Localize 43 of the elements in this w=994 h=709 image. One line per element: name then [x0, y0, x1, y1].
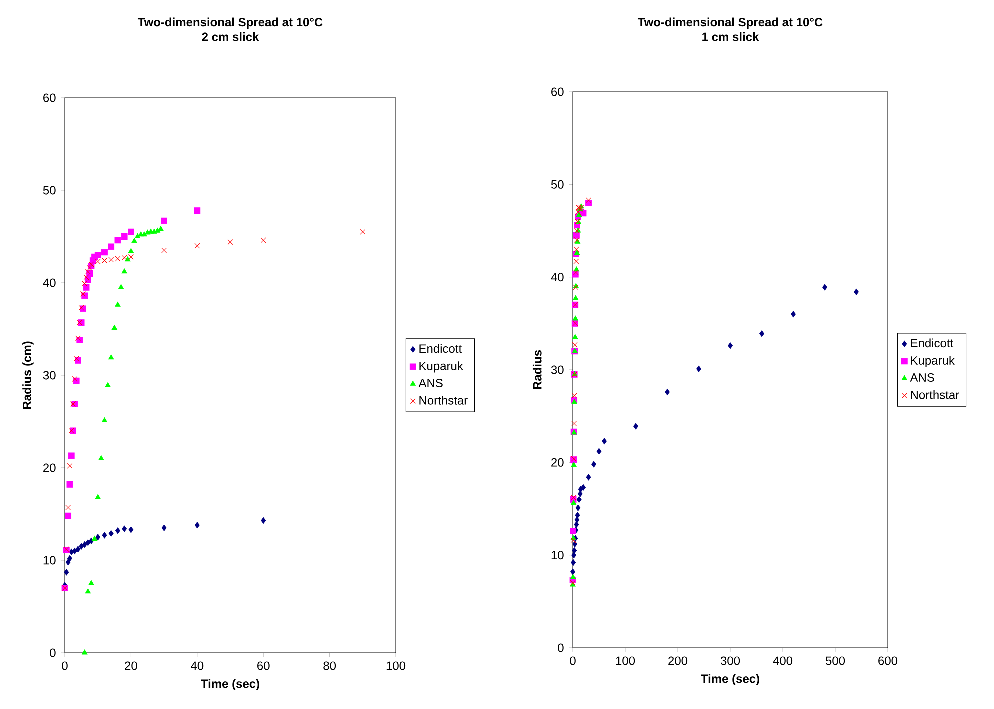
y-tick-label: 0 [50, 648, 56, 658]
x-tick-label: 0 [62, 662, 68, 670]
y-tick-label: 40 [551, 273, 564, 282]
y-tick-label: 40 [43, 278, 56, 288]
y-tick-label: 10 [44, 556, 56, 565]
legend-label: ANS [910, 373, 934, 382]
y-tick-label: 0 [558, 644, 564, 652]
legend-label: Northstar [420, 396, 468, 405]
legend-label: Northstar [911, 390, 960, 400]
legend-label: Kuparuk [420, 362, 464, 373]
x-tick-label: 0 [570, 656, 576, 666]
y-tick-label: 60 [552, 88, 564, 96]
x-tick-label: 40 [191, 662, 204, 670]
x-tick-label: 60 [258, 662, 270, 670]
x-tick-label: 100 [386, 662, 406, 670]
x-tick-label: 500 [826, 656, 846, 666]
y-tick-label: 60 [44, 94, 56, 102]
y-tick-label: 30 [551, 366, 564, 374]
y-tick-label: 30 [43, 371, 56, 380]
y-tick-label: 10 [552, 551, 564, 560]
legend-label: Endicott [420, 344, 462, 354]
chart-subtitle: 2 cm slick [202, 32, 260, 42]
x-axis-title: Time (sec) [701, 674, 760, 686]
chart-title: Two-dimensional Spread at 10°C [138, 18, 323, 29]
y-axis-title: Radius [532, 350, 542, 390]
y-tick-label: 20 [44, 464, 56, 472]
x-tick-label: 400 [773, 656, 793, 666]
x-axis-title: Time (sec) [201, 679, 260, 691]
x-tick-label: 200 [668, 656, 688, 666]
x-tick-label: 80 [324, 662, 336, 670]
y-tick-label: 50 [551, 180, 564, 189]
y-tick-label: 20 [552, 458, 564, 467]
legend-label: ANS [418, 378, 443, 388]
legend-label: Endicott [911, 338, 954, 348]
x-tick-label: 300 [720, 656, 740, 666]
legend-label: Kuparuk [911, 356, 955, 368]
x-tick-label: 600 [878, 656, 898, 666]
chart-title: Two-dimensional Spread at 10°C [638, 18, 823, 29]
x-tick-label: 20 [125, 662, 138, 670]
y-axis-title: Radius (cm) [22, 342, 34, 410]
x-tick-label: 100 [616, 656, 636, 666]
chart-subtitle: 1 cm slick [702, 32, 760, 42]
y-tick-label: 50 [43, 186, 56, 195]
